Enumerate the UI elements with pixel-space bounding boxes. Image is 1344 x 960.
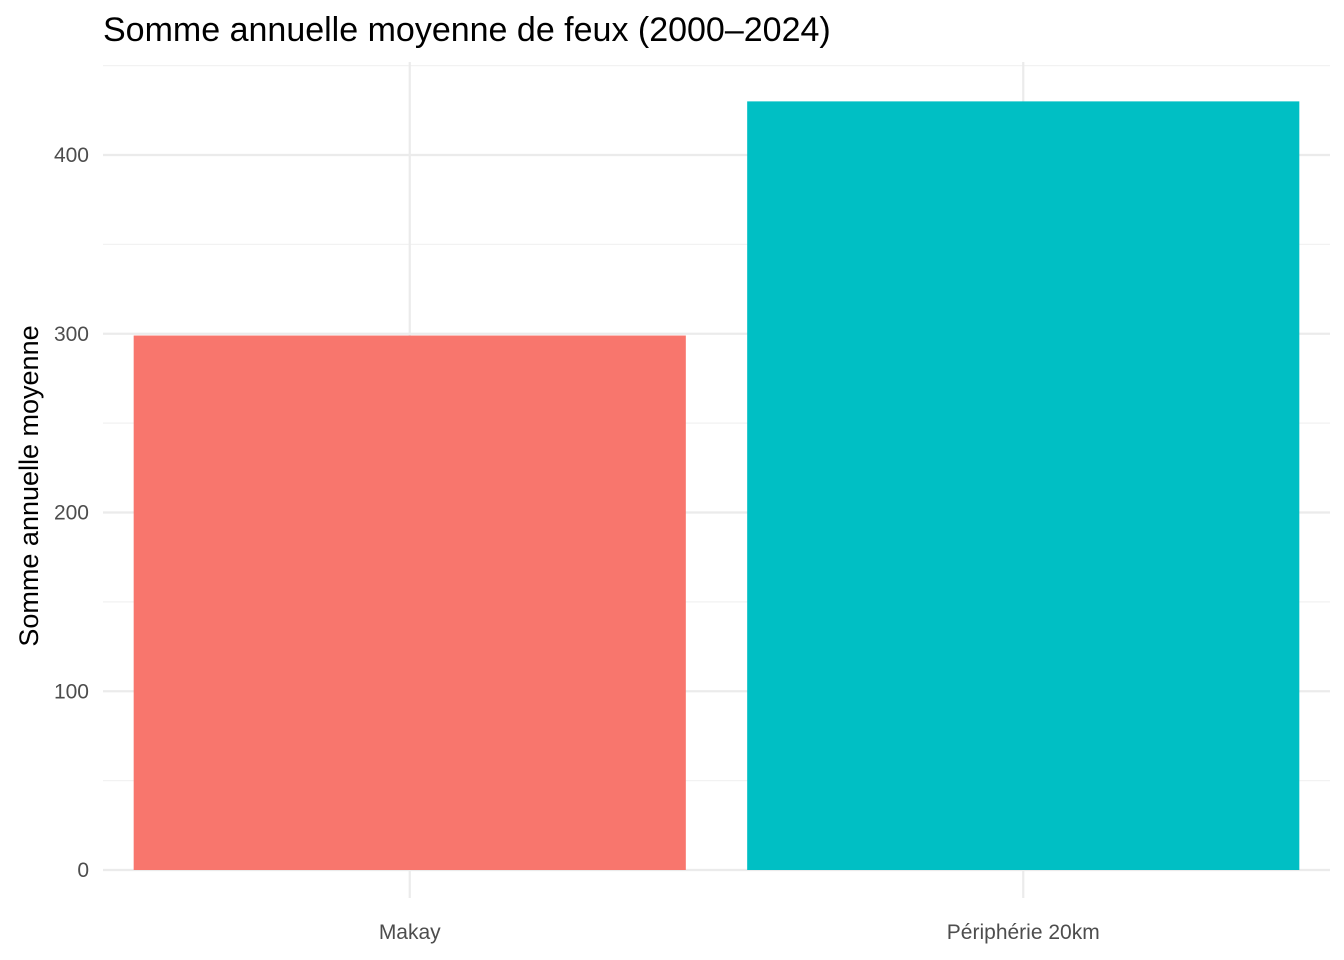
- chart-title: Somme annuelle moyenne de feux (2000–202…: [103, 11, 831, 49]
- y-tick-label: 300: [54, 323, 89, 346]
- bar-p-riph-rie-20km: [747, 101, 1300, 870]
- y-tick-label: 200: [54, 502, 89, 525]
- x-tick-label: Makay: [379, 921, 441, 944]
- y-axis-ticks: 0 100 200 300 400: [54, 144, 89, 882]
- y-tick-label: 400: [54, 144, 89, 167]
- bars: [133, 101, 1300, 871]
- x-axis-ticks: Makay Périphérie 20km: [379, 921, 1100, 944]
- y-axis-label: Somme annuelle moyenne: [14, 325, 44, 646]
- bar-makay: [133, 335, 686, 871]
- x-tick-label: Périphérie 20km: [947, 921, 1100, 944]
- y-tick-label: 0: [77, 859, 89, 882]
- y-tick-label: 100: [54, 680, 89, 703]
